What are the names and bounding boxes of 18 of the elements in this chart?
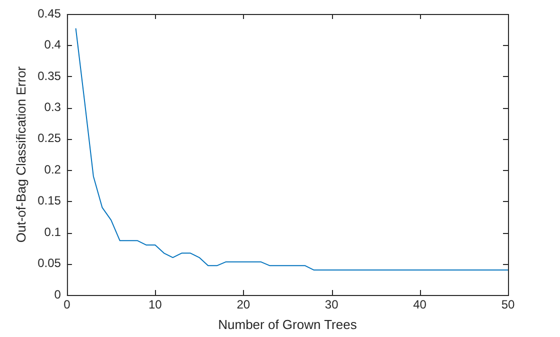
x-axis-title: Number of Grown Trees	[218, 316, 358, 332]
x-tick-label: 0	[64, 298, 71, 312]
y-tick-label: 0.15	[38, 194, 62, 208]
x-tick-label: 40	[413, 298, 427, 312]
y-tick-label: 0.2	[44, 162, 62, 176]
y-tick-label: 0.3	[44, 100, 62, 114]
x-tick-label: 30	[324, 298, 339, 312]
y-tick-label: 0.45	[38, 6, 62, 20]
x-tick-label: 10	[148, 298, 162, 312]
x-tick-label: 20	[236, 298, 250, 312]
y-tick-label: 0.25	[38, 131, 62, 146]
y-tick-label: 0.35	[38, 68, 62, 83]
y-tick-label: 0.05	[38, 256, 62, 270]
y-tick-label: 0	[54, 287, 62, 302]
x-tick-label: 50	[501, 298, 515, 312]
y-tick-label: 0.1	[44, 224, 62, 239]
y-axis-title: Out-of-Bag Classification Error	[13, 66, 28, 243]
y-tick-label: 0.4	[44, 38, 62, 52]
